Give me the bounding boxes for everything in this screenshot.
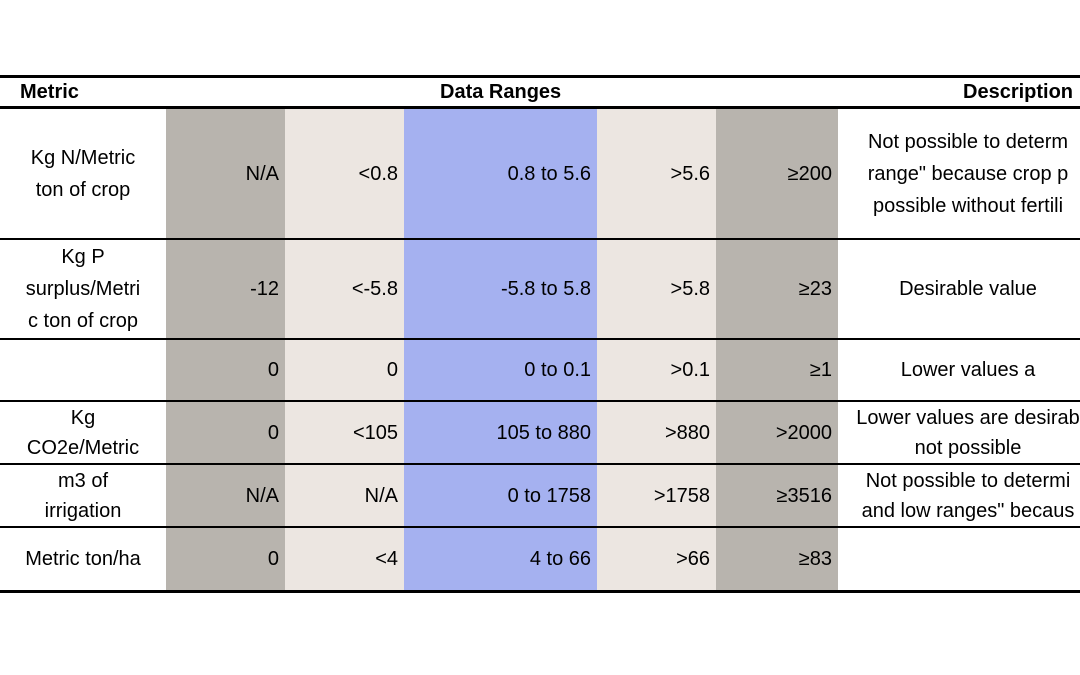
metric-line: m3 of bbox=[57, 469, 109, 492]
value-low: <105 bbox=[285, 402, 404, 463]
value-high-extreme: ≥23 bbox=[716, 240, 838, 338]
value-high: >5.8 bbox=[597, 240, 716, 338]
description-cell: Lower values are desirab not possible bbox=[838, 402, 1080, 463]
value-target-range: 105 to 880 bbox=[404, 402, 597, 463]
metric-cell: Metric ton/ha bbox=[0, 528, 166, 590]
value-high: >5.6 bbox=[597, 109, 716, 238]
header-metric: Metric bbox=[20, 81, 79, 103]
description-line: Lower values a bbox=[900, 359, 1036, 381]
header-description: Description bbox=[963, 81, 1074, 103]
row-divider bbox=[0, 338, 1080, 340]
description-cell: Not possible to determ range" because cro… bbox=[838, 109, 1080, 238]
value-low-extreme: 0 bbox=[166, 528, 285, 590]
value-target-range: -5.8 to 5.8 bbox=[404, 240, 597, 338]
metric-line: c ton of crop bbox=[27, 310, 139, 332]
row-divider bbox=[0, 463, 1080, 465]
row-divider bbox=[0, 526, 1080, 528]
description-line: Lower values are desirab bbox=[856, 406, 1080, 429]
metric-line: Metric ton/ha bbox=[25, 548, 141, 570]
metric-line: ton of crop bbox=[35, 178, 131, 201]
description-line: Not possible to determ bbox=[867, 130, 1069, 153]
value-high-extreme: ≥1 bbox=[716, 340, 838, 400]
table-bottom-rule bbox=[0, 590, 1080, 593]
metric-cell bbox=[0, 340, 166, 400]
value-low: N/A bbox=[285, 465, 404, 526]
metric-line: Kg bbox=[70, 406, 96, 429]
value-low: 0 bbox=[285, 340, 404, 400]
value-high: >0.1 bbox=[597, 340, 716, 400]
clipped-text-fragment: · bbox=[0, 372, 6, 392]
metric-line: CO2e/Metric bbox=[26, 436, 140, 459]
header-data-ranges: Data Ranges bbox=[440, 81, 562, 103]
value-low-extreme: 0 bbox=[166, 402, 285, 463]
metric-line: surplus/Metri bbox=[25, 278, 141, 300]
value-low-extreme: -12 bbox=[166, 240, 285, 338]
description-line: possible without fertili bbox=[872, 194, 1064, 217]
description-line: and low ranges" becaus bbox=[861, 499, 1075, 522]
value-low: <-5.8 bbox=[285, 240, 404, 338]
metric-cell: Kg P surplus/Metri c ton of crop bbox=[0, 240, 166, 338]
description-cell: Not possible to determi and low ranges" b… bbox=[838, 465, 1080, 526]
table-top-rule bbox=[0, 75, 1080, 78]
metric-line: Kg N/Metric bbox=[30, 146, 136, 169]
value-high-extreme: >2000 bbox=[716, 402, 838, 463]
metric-cell: Kg CO2e/Metric bbox=[0, 402, 166, 463]
value-high-extreme: ≥83 bbox=[716, 528, 838, 590]
value-low-extreme: 0 bbox=[166, 340, 285, 400]
metric-cell: Kg N/Metric ton of crop bbox=[0, 109, 166, 238]
metric-line: Kg P bbox=[61, 246, 105, 268]
metric-line: irrigation bbox=[44, 499, 122, 522]
description-line: Not possible to determi bbox=[865, 469, 1071, 492]
value-target-range: 0.8 to 5.6 bbox=[404, 109, 597, 238]
description-cell: Lower values a bbox=[838, 340, 1080, 400]
value-high-extreme: ≥3516 bbox=[716, 465, 838, 526]
row-divider bbox=[0, 238, 1080, 240]
metric-cell: m3 of irrigation bbox=[0, 465, 166, 526]
value-low: <0.8 bbox=[285, 109, 404, 238]
value-high: >1758 bbox=[597, 465, 716, 526]
description-cell bbox=[838, 528, 1080, 590]
description-cell: Desirable value bbox=[838, 240, 1080, 338]
value-low-extreme: N/A bbox=[166, 465, 285, 526]
description-line: Desirable value bbox=[899, 278, 1037, 300]
value-target-range: 0 to 0.1 bbox=[404, 340, 597, 400]
value-low: <4 bbox=[285, 528, 404, 590]
value-high-extreme: ≥200 bbox=[716, 109, 838, 238]
description-line: not possible bbox=[914, 436, 1022, 459]
value-target-range: 0 to 1758 bbox=[404, 465, 597, 526]
value-high: >66 bbox=[597, 528, 716, 590]
value-target-range: 4 to 66 bbox=[404, 528, 597, 590]
value-low-extreme: N/A bbox=[166, 109, 285, 238]
header-bottom-rule bbox=[0, 106, 1080, 109]
value-high: >880 bbox=[597, 402, 716, 463]
row-divider bbox=[0, 400, 1080, 402]
description-line: range" because crop p bbox=[867, 162, 1069, 185]
